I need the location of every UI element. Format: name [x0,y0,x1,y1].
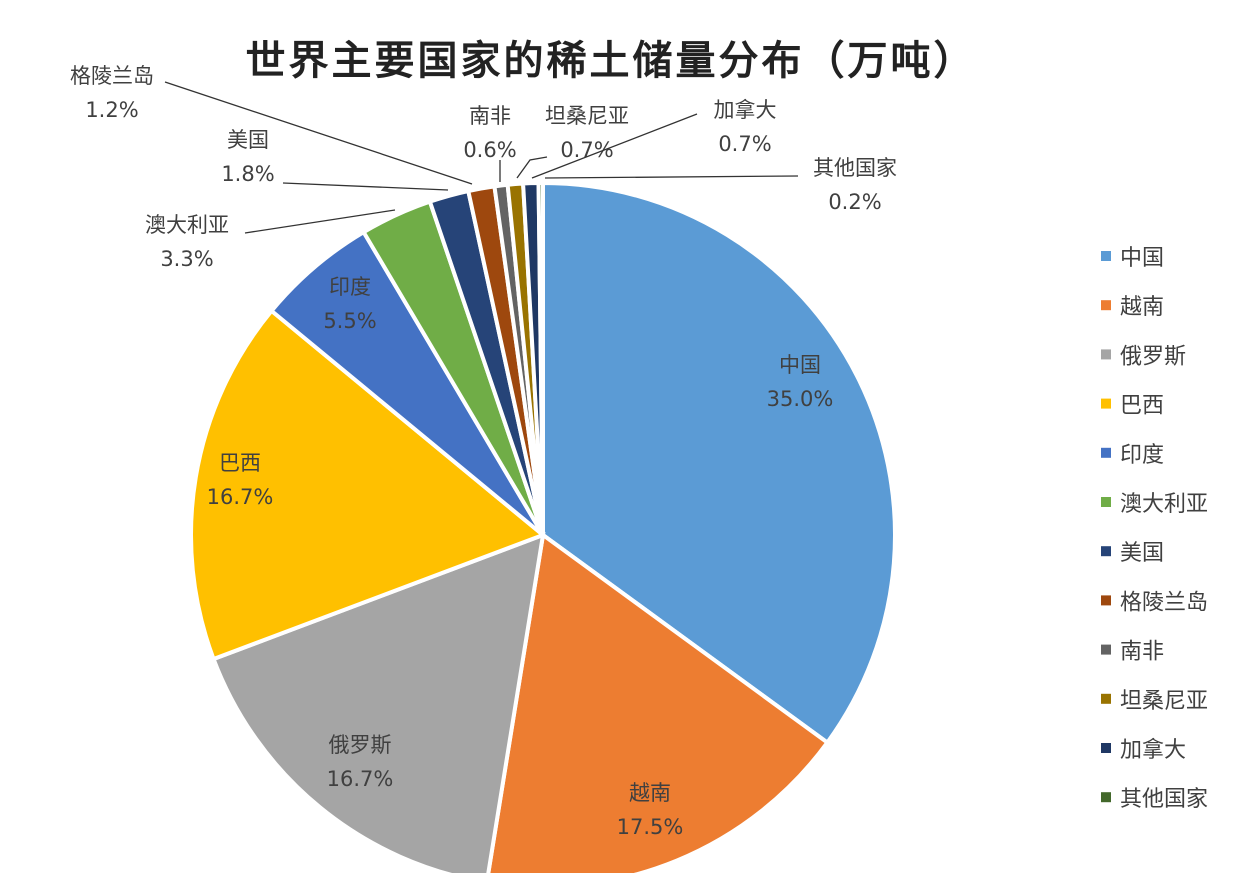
slice-value-label-7: 1.2% [85,98,138,122]
legend-label-10: 加拿大 [1120,737,1186,763]
leader-line-9 [516,156,548,179]
pie-slice-0 [541,180,897,746]
legend-swatch-11 [1101,792,1111,803]
pie-slice-1 [486,531,831,873]
leader-line-10 [531,113,698,179]
legend-label-5: 澳大利亚 [1120,492,1208,517]
slice-label-11: 其他国家 [813,156,897,180]
leader-line-6 [282,182,449,191]
legend-swatch-4 [1101,447,1111,458]
slice-value-label-5: 3.3% [160,247,213,271]
legend-label-8: 南非 [1120,640,1164,665]
slice-value-label-0: 35.0% [767,387,834,411]
slice-label-8: 南非 [469,104,511,128]
slice-label-7: 格陵兰岛 [70,64,154,88]
legend-label-11: 其他国家 [1120,787,1208,812]
legend-swatch-0 [1101,251,1111,261]
legend-label-6: 美国 [1120,541,1164,566]
slice-label-2: 俄罗斯 [329,733,392,757]
legend-label-4: 印度 [1120,443,1164,468]
leader-line-7 [164,81,473,185]
slice-label-3: 巴西 [219,451,261,475]
legend-label-9: 坦桑尼亚 [1120,689,1208,714]
legend-swatch-5 [1101,497,1111,507]
slice-value-label-11: 0.2% [828,190,881,214]
legend-swatch-9 [1101,693,1111,704]
slice-label-9: 坦桑尼亚 [545,104,629,128]
slice-value-label-1: 17.5% [617,815,684,839]
slice-label-0: 中国 [779,353,821,377]
slice-value-label-6: 1.8% [221,162,274,186]
legend-label-3: 巴西 [1120,394,1164,419]
pie-slice-3 [189,308,547,662]
slice-value-label-3: 16.7% [207,485,274,509]
slice-label-6: 美国 [227,128,269,152]
legend-swatch-10 [1101,743,1111,753]
leader-line-5 [244,209,396,234]
legend-swatch-1 [1101,300,1111,311]
slice-value-label-10: 0.7% [718,132,771,156]
legend-label-1: 越南 [1120,295,1164,320]
slice-label-4: 印度 [329,275,371,299]
legend-swatch-3 [1101,398,1111,409]
slice-value-label-2: 16.7% [327,767,394,791]
legend-swatch-7 [1101,595,1111,606]
slice-label-1: 越南 [629,781,671,805]
chart-title: 世界主要国家的稀土储量分布（万吨） [245,38,977,84]
slice-value-label-8: 0.6% [463,138,516,162]
slice-value-label-4: 5.5% [323,309,376,333]
pie-slice-11 [536,180,545,536]
legend-swatch-8 [1101,644,1111,655]
legend-swatch-2 [1101,349,1111,360]
leader-line-11 [544,175,799,179]
slice-label-5: 澳大利亚 [145,213,229,237]
legend-swatch-6 [1101,546,1111,557]
slice-label-10: 加拿大 [714,98,777,122]
legend-label-0: 中国 [1120,246,1164,271]
legend-label-2: 俄罗斯 [1120,344,1186,369]
pie-slice-2 [210,531,546,873]
legend-label-7: 格陵兰岛 [1120,590,1208,615]
